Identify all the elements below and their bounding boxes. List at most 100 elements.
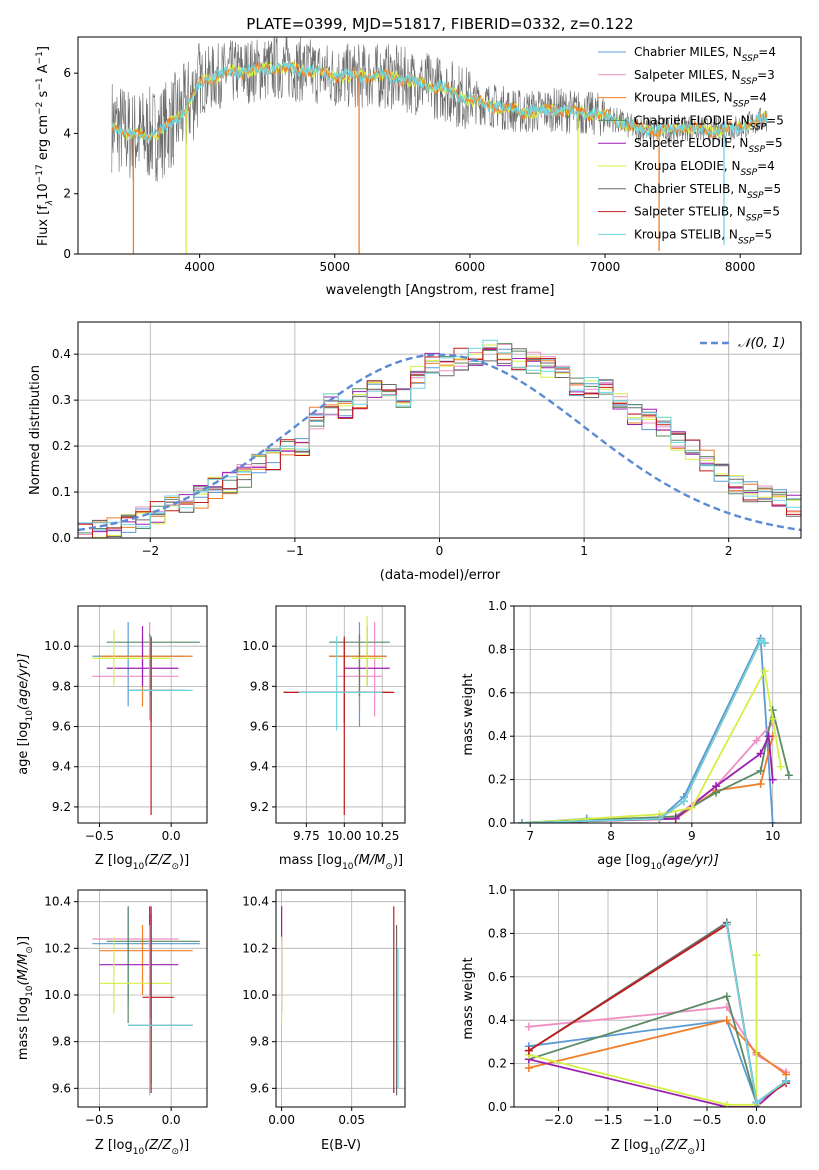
weight-marker-salpeter_stelib [524, 1046, 533, 1055]
y-tick-label: 10.2 [44, 941, 71, 955]
legend-entry: Chabrier MILES, NSSP=4 [634, 45, 776, 64]
x-axis-label: (data-model)/error [380, 568, 501, 583]
y-tick-label: 0.1 [52, 485, 71, 499]
legend-entry: Chabrier STELIB, NSSP=5 [634, 182, 781, 201]
weight-marker-salpeter_elodie [756, 749, 765, 758]
label-part: ⊙ [385, 862, 393, 872]
axes-Z_vs_mass: −0.5 0.09.69.810.010.210.4Z [log10(Z/Z⊙)]… [16, 889, 208, 1157]
model-spectrum-kroupa_stelib [111, 60, 768, 144]
frame-group: −0.5 0.09.69.810.010.210.4Z [log10(Z/Z⊙)]… [16, 889, 208, 1157]
axes-EBV_vs_mass: 0.00 0.05 9.6 9.8 10.0 10.2 10.4 E(B-V) [242, 889, 406, 1153]
label-part: Kroupa STELIB, N [634, 227, 738, 241]
frame-group: 9.75 10.00 10.25 9.2 9.4 9.6 9.8 10.0 mass [log1… [242, 605, 406, 872]
y-tick-label: 9.8 [52, 679, 71, 693]
x-tick-label: 7 [526, 829, 534, 843]
y-tick-label: 10.4 [242, 895, 269, 909]
x-axis-label: E(B-V) [321, 1138, 361, 1153]
plot-marks [518, 634, 793, 823]
weight-marker-salpeter_elodie [712, 782, 721, 791]
label-part: =5 [754, 227, 772, 241]
y-tick-label: 9.4 [52, 760, 71, 774]
legend-entry: Salpeter MILES, NSSP=3 [634, 68, 775, 87]
y-tick-label: 0.6 [488, 686, 507, 700]
weight-marker-kroupa_elodie [752, 951, 761, 960]
weight-line-chabrier_elodie [522, 709, 790, 823]
y-tick-label: 4 [63, 126, 71, 140]
label-part: )] [179, 1138, 189, 1153]
x-tick-label: 9.75 [293, 829, 320, 843]
label-part: (Z/Z [144, 853, 172, 868]
legend-entry: Chabrier ELODIE, NSSP=5 [634, 113, 784, 132]
y-tick-label: 10.0 [242, 639, 269, 653]
y-tick-label: 9.8 [250, 1035, 269, 1049]
label-part: SSP [738, 236, 755, 246]
label-part: SSP [741, 77, 758, 87]
axes-Z_weights: −2.0 −1.5 −1.0 −0.5 0.0 0.0 0.2 0.4 0.6 0.8 1.0 mas… [461, 883, 802, 1157]
y-tick-label: 9.4 [250, 760, 269, 774]
y-tick-label: 9.8 [250, 679, 269, 693]
y-tick-label: 0 [63, 247, 71, 261]
plot-area [276, 890, 405, 1107]
weight-marker-kroupa_miles [756, 779, 765, 788]
weight-marker-chabrier_elodie [784, 771, 793, 780]
weight-marker-salpeter_miles [524, 1022, 533, 1031]
y-tick-label: 10.0 [44, 988, 71, 1002]
label-part: ⊙ [25, 946, 35, 954]
x-tick-label: −1.0 [643, 1113, 672, 1127]
label-part: (M/M [16, 954, 31, 986]
y-tick-label: 0.8 [488, 926, 507, 940]
weight-marker-kroupa_stelib [760, 638, 769, 647]
weight-marker-salpeter_elodie [768, 775, 777, 784]
x-tick-label: 10.25 [365, 829, 399, 843]
frame-group: 0.00 0.05 9.6 9.8 10.0 10.2 10.4 E(B-V) [242, 889, 406, 1153]
label-part: age [log [16, 722, 31, 775]
x-tick-label: −0.5 [85, 829, 114, 843]
x-tick-label: 7000 [590, 260, 621, 274]
plot-marks [111, 37, 768, 254]
label-part: λ [45, 200, 55, 206]
x-tick-label: 0.0 [747, 1113, 766, 1127]
chart-layer: 4000 5000 6000 7000 8000 0 2 4 6 wavelength [Angs… [16, 36, 802, 1157]
weight-marker-kroupa_stelib [655, 814, 664, 823]
axes-frame [77, 36, 802, 255]
axes-frame [275, 605, 406, 824]
label-part: Kroupa ELODIE, N [634, 159, 741, 173]
weight-marker-kroupa_elodie [687, 803, 696, 812]
label-part: Salpeter MILES, N [634, 68, 741, 82]
label-part: 10 [25, 985, 35, 997]
label-part: SSP [742, 54, 759, 64]
label-part: Chabrier MILES, N [634, 45, 742, 59]
label-part: Salpeter STELIB, N [634, 205, 746, 219]
y-tick-label: 6 [63, 66, 71, 80]
weight-marker-kroupa_stelib [782, 1076, 791, 1085]
legend-entry: Salpeter STELIB, NSSP=5 [634, 205, 780, 224]
label-part: 10 [36, 183, 51, 200]
legend-entry: Kroupa ELODIE, NSSP=4 [634, 159, 775, 178]
label-part: −1 [35, 51, 45, 64]
weight-marker-kroupa_miles [722, 1016, 731, 1025]
axes-frame [77, 889, 208, 1108]
plot-area [514, 606, 801, 823]
label-part: (Z/Z [660, 1138, 688, 1153]
weight-marker-kroupa_elodie [722, 1100, 731, 1107]
plot-marks [524, 918, 791, 1107]
y-tick-label: 9.2 [250, 800, 269, 814]
weight-marker-chabrier_elodie [756, 766, 765, 775]
weight-marker-kroupa_elodie [768, 714, 777, 723]
label-part: =4 [749, 91, 767, 105]
label-part: Kroupa MILES, N [634, 91, 733, 105]
x-tick-label: −1.5 [593, 1113, 622, 1127]
y-tick-label: 10.0 [242, 988, 269, 1002]
y-tick-label: 0.0 [488, 816, 507, 830]
x-tick-label: −2 [141, 544, 159, 558]
label-part: A [36, 64, 51, 77]
label-part: SSP [733, 100, 750, 110]
label-part: SSP [750, 122, 767, 132]
label-part: SSP [746, 214, 763, 224]
x-tick-label: 0.0 [162, 829, 181, 843]
label-part: ] [36, 46, 51, 51]
weight-marker-chabrier_miles [768, 819, 777, 823]
label-part: =5 [764, 182, 782, 196]
frame-group: −2 −1 0 1 2 0.0 0.1 0.2 0.3 0.4 𝒩(0, 1) (data-model… [28, 321, 802, 583]
y-tick-label: 10.2 [242, 941, 269, 955]
